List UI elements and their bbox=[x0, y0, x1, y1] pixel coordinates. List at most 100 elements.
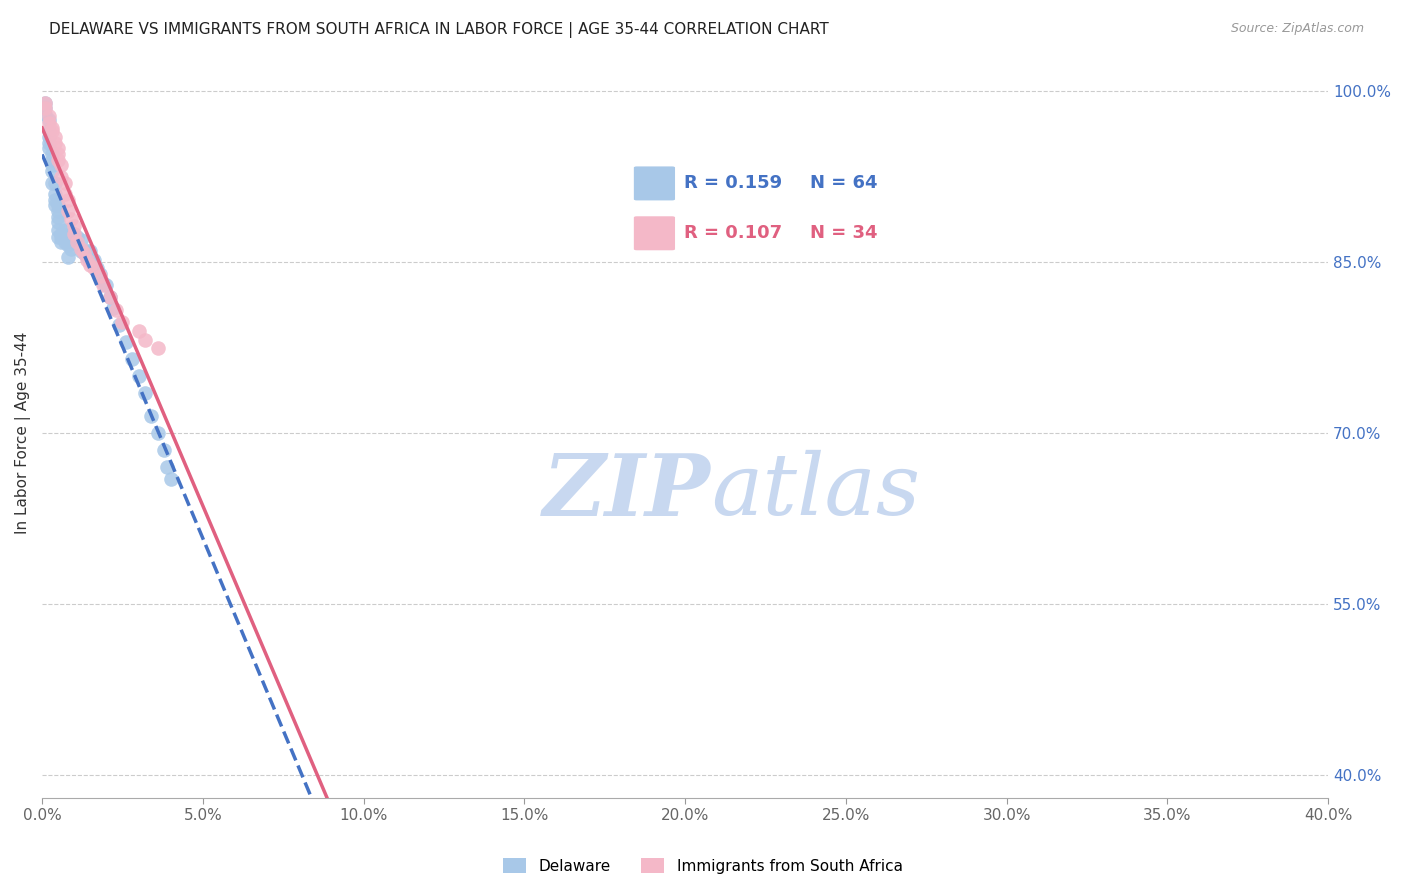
Point bbox=[46, 230, 69, 244]
Point bbox=[69, 242, 91, 256]
Point bbox=[69, 233, 91, 247]
Point bbox=[34, 102, 56, 116]
Point bbox=[108, 318, 131, 332]
Point bbox=[38, 136, 60, 150]
Point bbox=[63, 219, 86, 233]
Point bbox=[79, 244, 101, 258]
Point bbox=[141, 409, 163, 424]
Point bbox=[44, 176, 66, 190]
Point bbox=[60, 242, 83, 256]
Point bbox=[44, 136, 66, 150]
FancyBboxPatch shape bbox=[634, 167, 675, 201]
Point bbox=[46, 198, 69, 212]
Point bbox=[66, 230, 89, 244]
Point bbox=[128, 324, 150, 338]
Point bbox=[91, 278, 114, 293]
Point bbox=[41, 164, 63, 178]
Text: N = 64: N = 64 bbox=[810, 175, 877, 193]
Text: Source: ZipAtlas.com: Source: ZipAtlas.com bbox=[1230, 22, 1364, 36]
Point bbox=[79, 258, 101, 272]
Text: ZIP: ZIP bbox=[543, 450, 711, 533]
Point bbox=[134, 386, 156, 401]
Point bbox=[101, 301, 124, 315]
Point bbox=[79, 252, 101, 266]
Point bbox=[66, 235, 89, 249]
Text: R = 0.159: R = 0.159 bbox=[683, 175, 782, 193]
Point bbox=[46, 204, 69, 219]
Point bbox=[83, 260, 105, 275]
Point bbox=[51, 230, 73, 244]
Point bbox=[111, 315, 134, 329]
Point bbox=[73, 246, 96, 260]
Point bbox=[69, 244, 91, 258]
Point bbox=[41, 158, 63, 172]
Point bbox=[153, 443, 176, 458]
Point bbox=[38, 116, 60, 130]
Point bbox=[76, 250, 98, 264]
Point bbox=[63, 227, 86, 241]
Y-axis label: In Labor Force | Age 35-44: In Labor Force | Age 35-44 bbox=[15, 332, 31, 534]
Point bbox=[38, 124, 60, 138]
Point bbox=[73, 246, 96, 260]
Point bbox=[46, 147, 69, 161]
Point bbox=[34, 107, 56, 121]
Point bbox=[41, 147, 63, 161]
Point bbox=[96, 278, 118, 293]
Point bbox=[60, 227, 83, 241]
Point bbox=[56, 204, 79, 219]
Point bbox=[56, 230, 79, 244]
Point bbox=[46, 141, 69, 155]
Point bbox=[44, 198, 66, 212]
Point bbox=[44, 193, 66, 207]
Point bbox=[53, 223, 76, 237]
Point bbox=[76, 253, 98, 268]
Point bbox=[51, 169, 73, 184]
Point bbox=[134, 333, 156, 347]
Point bbox=[76, 244, 98, 258]
Text: DELAWARE VS IMMIGRANTS FROM SOUTH AFRICA IN LABOR FORCE | AGE 35-44 CORRELATION : DELAWARE VS IMMIGRANTS FROM SOUTH AFRICA… bbox=[49, 22, 830, 38]
Point bbox=[146, 341, 169, 355]
Point bbox=[34, 95, 56, 110]
Point bbox=[105, 303, 128, 318]
Point bbox=[51, 158, 73, 172]
Point bbox=[98, 289, 121, 303]
Point bbox=[114, 335, 136, 350]
Point bbox=[53, 230, 76, 244]
Point bbox=[46, 215, 69, 229]
Point bbox=[56, 238, 79, 252]
Legend: Delaware, Immigrants from South Africa: Delaware, Immigrants from South Africa bbox=[498, 852, 908, 880]
Point bbox=[51, 235, 73, 249]
Point bbox=[46, 223, 69, 237]
Point bbox=[38, 129, 60, 144]
Point bbox=[98, 289, 121, 303]
Point bbox=[51, 227, 73, 241]
Point bbox=[89, 268, 111, 283]
Point bbox=[128, 369, 150, 384]
Point bbox=[46, 153, 69, 167]
Point bbox=[63, 233, 86, 247]
Point bbox=[44, 129, 66, 144]
Point bbox=[41, 124, 63, 138]
Point bbox=[91, 276, 114, 290]
Point bbox=[159, 472, 181, 486]
Text: N = 34: N = 34 bbox=[810, 224, 877, 243]
Point bbox=[53, 186, 76, 201]
Point bbox=[56, 250, 79, 264]
Point bbox=[66, 238, 89, 252]
Point bbox=[53, 235, 76, 249]
Point bbox=[53, 176, 76, 190]
Point bbox=[41, 153, 63, 167]
Point bbox=[41, 176, 63, 190]
Point bbox=[44, 186, 66, 201]
Text: R = 0.107: R = 0.107 bbox=[683, 224, 782, 243]
Point bbox=[38, 109, 60, 123]
Point bbox=[38, 112, 60, 127]
Point bbox=[60, 233, 83, 247]
Point bbox=[46, 210, 69, 224]
Point bbox=[63, 227, 86, 241]
Point bbox=[41, 120, 63, 135]
Point bbox=[89, 267, 111, 281]
Point bbox=[83, 253, 105, 268]
Text: atlas: atlas bbox=[711, 450, 920, 533]
Point bbox=[146, 426, 169, 441]
